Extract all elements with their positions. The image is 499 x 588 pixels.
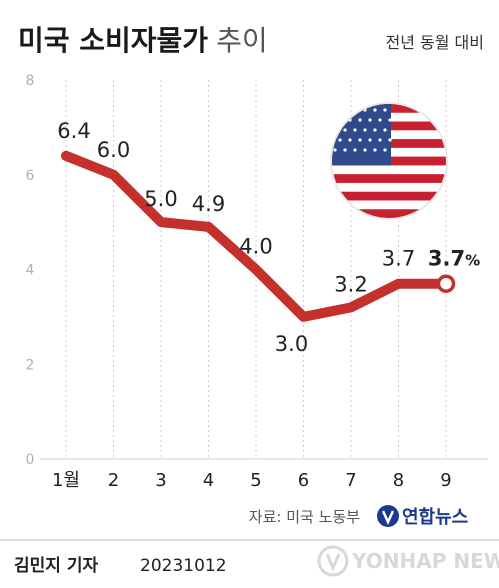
chart-subtitle: 전년 동월 대비	[386, 33, 485, 52]
grid	[65, 80, 447, 459]
data-point	[207, 225, 210, 228]
data-label: 5.0	[144, 187, 177, 211]
data-label: 3.7	[382, 247, 415, 271]
data-point	[112, 173, 115, 176]
data-point	[397, 282, 400, 285]
data-label: 3.2	[334, 272, 367, 296]
x-tick-label: 5	[250, 470, 261, 491]
data-point	[160, 221, 162, 224]
date-text: 20231012	[140, 556, 227, 576]
data-point	[302, 315, 305, 318]
data-label: 6.0	[97, 138, 130, 162]
data-points	[65, 154, 456, 318]
data-label: 3.7%	[428, 247, 480, 271]
data-label: 4.0	[239, 235, 272, 259]
x-tick-label: 9	[440, 470, 451, 491]
data-label: 3.0	[275, 332, 308, 356]
author-text: 김민지 기자	[14, 556, 98, 576]
data-point	[350, 306, 352, 309]
y-tick-label: 2	[26, 357, 35, 373]
x-tick-label: 8	[393, 470, 404, 491]
x-tick-label: 4	[203, 470, 214, 491]
brand-text: 연합뉴스	[402, 506, 468, 528]
y-tick-label: 8	[26, 73, 35, 89]
x-tick-label: 7	[345, 470, 356, 491]
chart-title-main: 미국 소비자물가	[18, 24, 208, 57]
data-label: 4.9	[192, 192, 225, 216]
data-label-unit: %	[465, 252, 480, 270]
data-point	[65, 154, 67, 157]
x-tick-label: 3	[155, 470, 166, 491]
y-tick-label: 6	[26, 168, 35, 184]
watermark-logo-icon	[317, 545, 349, 577]
chart-title: 미국 소비자물가 추이	[18, 24, 268, 57]
watermark-text: YONHAP NEWS	[351, 549, 499, 573]
x-tick-label: 6	[298, 470, 309, 491]
y-tick-label: 4	[26, 263, 35, 279]
data-point	[255, 268, 257, 271]
x-ticks: 1월 2 3 4 5 6 7 8 9	[52, 470, 452, 491]
x-tick-label: 1월	[52, 470, 80, 491]
us-flag-icon	[330, 102, 448, 220]
source-text: 자료: 미국 노동부	[249, 508, 360, 526]
data-label: 6.4	[57, 119, 90, 143]
x-tick-label: 2	[108, 470, 119, 491]
data-labels: 6.4 6.0 5.0 4.9 4.0 3.0 3.2 3.7 3.7%	[57, 119, 480, 356]
y-tick-label: 0	[26, 452, 35, 468]
yonhap-logo-icon	[377, 505, 399, 527]
y-ticks: 0 2 4 6 8	[26, 73, 35, 468]
data-point	[436, 274, 456, 293]
chart-title-suffix: 추이	[216, 24, 268, 57]
